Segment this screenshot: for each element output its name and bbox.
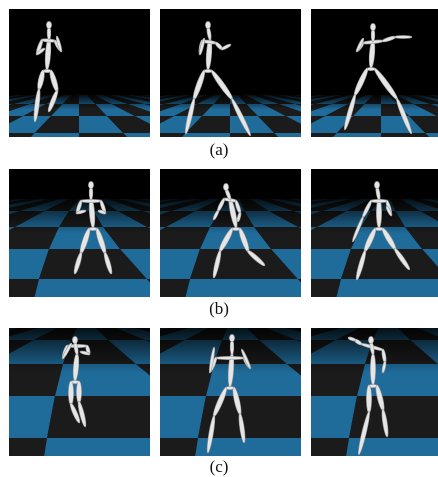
forearm-bone <box>352 215 364 243</box>
forearm-bone <box>385 205 393 217</box>
shin-bone <box>381 408 389 438</box>
figure-image <box>311 169 438 297</box>
head-joint <box>368 336 374 344</box>
head-joint <box>46 21 52 29</box>
head-joint <box>88 181 94 189</box>
shoulder-bone <box>214 356 246 360</box>
caption-b: (b) <box>209 299 229 318</box>
stick-figure <box>33 21 63 123</box>
panel-c-2 <box>160 328 301 456</box>
forearm-bone <box>241 348 251 370</box>
shin-bone <box>358 410 370 456</box>
head-joint <box>374 181 380 189</box>
head-joint <box>205 21 211 29</box>
head-joint <box>229 334 235 342</box>
forearm-bone <box>79 350 91 356</box>
shin-bone <box>69 402 81 424</box>
head-joint <box>370 23 376 31</box>
stick-figure <box>352 181 411 281</box>
thigh-bone <box>366 384 372 414</box>
checker-floor <box>9 169 150 297</box>
panel-c-1 <box>9 328 150 456</box>
shin-bone <box>73 251 83 275</box>
forearm-bone <box>381 360 387 374</box>
forearm-bone <box>212 209 220 221</box>
shin-bone <box>238 412 246 444</box>
thigh-bone <box>68 380 74 406</box>
forearm-bone <box>62 342 72 360</box>
shin-bone <box>231 97 251 137</box>
forearm-bone <box>236 211 242 223</box>
checker-floor <box>9 9 150 137</box>
forearm-bone <box>356 37 364 53</box>
panel-b-3 <box>311 169 438 297</box>
shin-bone <box>77 400 87 428</box>
forearm-bone <box>220 43 232 51</box>
stick-figure <box>347 336 389 456</box>
shin-bone <box>355 249 367 281</box>
stick-figure <box>73 181 113 275</box>
panel-a-2 <box>160 9 301 137</box>
head-joint <box>223 183 229 191</box>
caption-a: (a) <box>209 140 229 159</box>
caption-c: (c) <box>209 457 229 476</box>
panel-a-1 <box>9 9 150 137</box>
shin-bone <box>212 249 222 279</box>
figure-image <box>160 169 301 297</box>
shin-bone <box>33 87 41 123</box>
panel-c-3 <box>311 328 438 456</box>
shin-bone <box>396 97 412 135</box>
figure-image <box>9 328 150 456</box>
shin-bone <box>103 251 113 275</box>
thigh-bone <box>76 380 82 404</box>
forearm-bone <box>393 35 413 39</box>
forearm-bone <box>97 209 107 215</box>
shin-bone <box>393 247 411 271</box>
forearm-bone <box>347 336 357 342</box>
stick-figure <box>61 336 91 428</box>
forearm-bone <box>35 47 46 56</box>
shin-bone <box>47 89 59 113</box>
panel-b-1 <box>9 169 150 297</box>
forearm-bone <box>209 346 215 374</box>
figure-image <box>9 169 150 297</box>
forearm-bone <box>56 35 62 53</box>
forearm-bone <box>75 209 87 215</box>
shin-bone <box>246 249 266 267</box>
panel-b-2 <box>160 169 301 297</box>
stick-figure <box>206 334 252 454</box>
stick-figure <box>184 21 251 137</box>
figure-image <box>9 9 150 137</box>
figure-image <box>311 9 438 137</box>
panel-a-3 <box>311 9 438 137</box>
figure-image <box>311 328 438 456</box>
forearm-bone <box>199 37 205 56</box>
figure-image <box>160 328 301 456</box>
figure-image <box>160 9 301 137</box>
checker-floor <box>311 9 438 137</box>
checker-floor <box>160 9 301 137</box>
torso-bone <box>370 352 376 386</box>
stick-figure <box>344 23 413 135</box>
head-joint <box>72 336 78 344</box>
shin-bone <box>344 93 356 131</box>
stick-figure <box>212 183 266 279</box>
shin-bone <box>206 414 216 454</box>
shin-bone <box>184 97 196 135</box>
